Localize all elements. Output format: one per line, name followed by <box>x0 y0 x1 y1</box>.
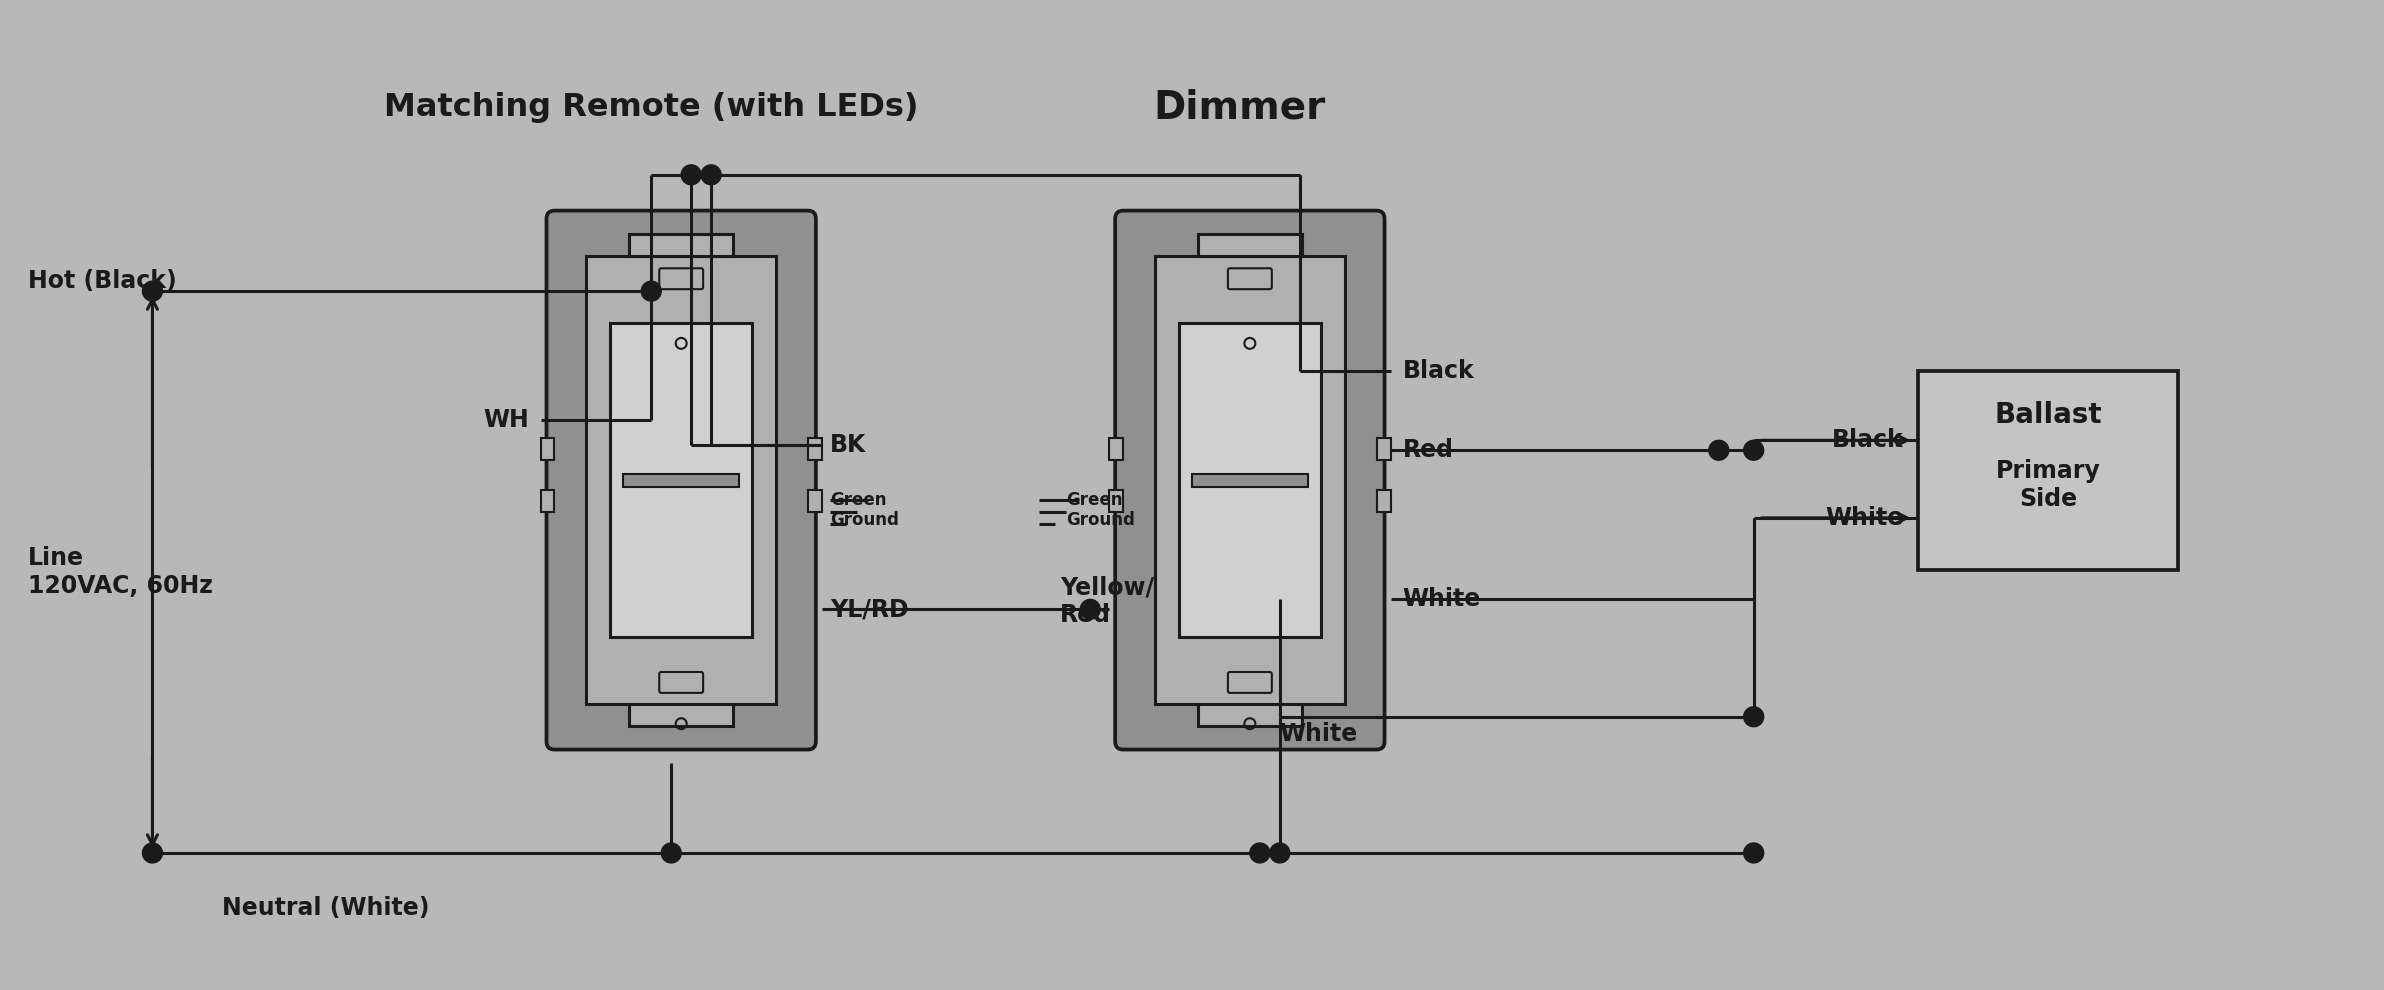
Text: YL/RD: YL/RD <box>830 597 908 622</box>
Bar <box>808 490 822 512</box>
Circle shape <box>682 165 701 185</box>
Circle shape <box>143 843 162 863</box>
Text: Dimmer: Dimmer <box>1154 88 1326 126</box>
Text: Green
Ground: Green Ground <box>1066 490 1135 530</box>
Text: Black: Black <box>1831 429 1902 452</box>
Bar <box>1178 324 1321 637</box>
Circle shape <box>1249 843 1271 863</box>
FancyBboxPatch shape <box>660 672 703 693</box>
FancyBboxPatch shape <box>660 268 703 289</box>
Bar <box>629 235 734 256</box>
Bar <box>1109 490 1123 512</box>
Bar <box>1156 256 1345 704</box>
Circle shape <box>1743 441 1764 460</box>
Circle shape <box>1743 843 1764 863</box>
Bar <box>808 439 822 460</box>
Circle shape <box>701 165 720 185</box>
Text: White: White <box>1826 506 1902 530</box>
Bar <box>541 490 555 512</box>
Text: Line
120VAC, 60Hz: Line 120VAC, 60Hz <box>29 546 212 598</box>
Bar <box>1197 235 1302 256</box>
Bar <box>629 704 734 726</box>
Text: Green
Ground: Green Ground <box>830 490 899 530</box>
Bar <box>610 324 753 637</box>
Text: White: White <box>1402 587 1480 612</box>
Circle shape <box>1080 599 1099 620</box>
Bar <box>1192 473 1309 486</box>
FancyBboxPatch shape <box>546 211 815 749</box>
Text: Hot (Black): Hot (Black) <box>29 269 176 293</box>
FancyBboxPatch shape <box>1228 672 1271 693</box>
Text: Yellow/
Red: Yellow/ Red <box>1061 575 1154 628</box>
Text: Ballast: Ballast <box>1993 402 2103 430</box>
FancyBboxPatch shape <box>1116 211 1385 749</box>
Circle shape <box>1743 707 1764 727</box>
Circle shape <box>1709 441 1728 460</box>
Text: White: White <box>1280 722 1359 745</box>
Text: WH: WH <box>484 409 529 433</box>
Text: Red: Red <box>1402 439 1454 462</box>
Text: BK: BK <box>830 434 865 457</box>
Bar <box>1376 439 1390 460</box>
Text: Neutral (White): Neutral (White) <box>222 896 429 920</box>
Text: Matching Remote (with LEDs): Matching Remote (with LEDs) <box>384 92 918 123</box>
Text: Black: Black <box>1402 358 1473 383</box>
Bar <box>541 439 555 460</box>
Circle shape <box>143 281 162 301</box>
Bar <box>1376 490 1390 512</box>
Text: Primary
Side: Primary Side <box>1995 459 2100 511</box>
Bar <box>622 473 739 486</box>
Bar <box>1197 704 1302 726</box>
Circle shape <box>1271 843 1290 863</box>
Bar <box>586 256 775 704</box>
FancyBboxPatch shape <box>1228 268 1271 289</box>
Bar <box>1919 370 2177 569</box>
Bar <box>1109 439 1123 460</box>
Circle shape <box>641 281 660 301</box>
Circle shape <box>660 843 682 863</box>
